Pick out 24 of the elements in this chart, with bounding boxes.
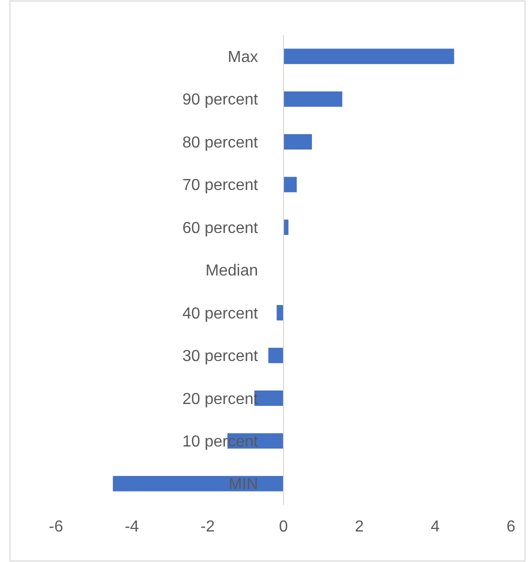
y-tick-label: 90 percent: [182, 92, 259, 109]
bar: [284, 91, 342, 107]
bar: [284, 48, 454, 64]
y-tick-label: 60 percent: [182, 220, 259, 237]
y-tick-label: Median: [206, 262, 258, 280]
x-tick-label: -2: [200, 518, 215, 536]
x-tick-label: 2: [354, 518, 364, 536]
bar: [112, 476, 284, 492]
x-tick-label: -4: [124, 518, 140, 536]
y-tick-label: 40 percent: [182, 305, 259, 322]
y-tick-label: Max: [228, 48, 258, 66]
bar: [284, 134, 312, 150]
bar: [268, 348, 284, 364]
y-tick-label: 30 percent: [182, 348, 259, 366]
bar: [284, 176, 297, 192]
y-tick-label: MIN: [228, 476, 258, 494]
bar: [276, 305, 284, 320]
x-tick-label: 4: [430, 518, 440, 536]
y-tick-label: 80 percent: [182, 134, 259, 152]
bar: [284, 220, 288, 235]
x-tick-label: 6: [506, 518, 516, 536]
x-tick-label: 0: [279, 518, 288, 536]
x-tick-label: -6: [48, 518, 64, 536]
y-tick-label: 70 percent: [182, 177, 259, 194]
